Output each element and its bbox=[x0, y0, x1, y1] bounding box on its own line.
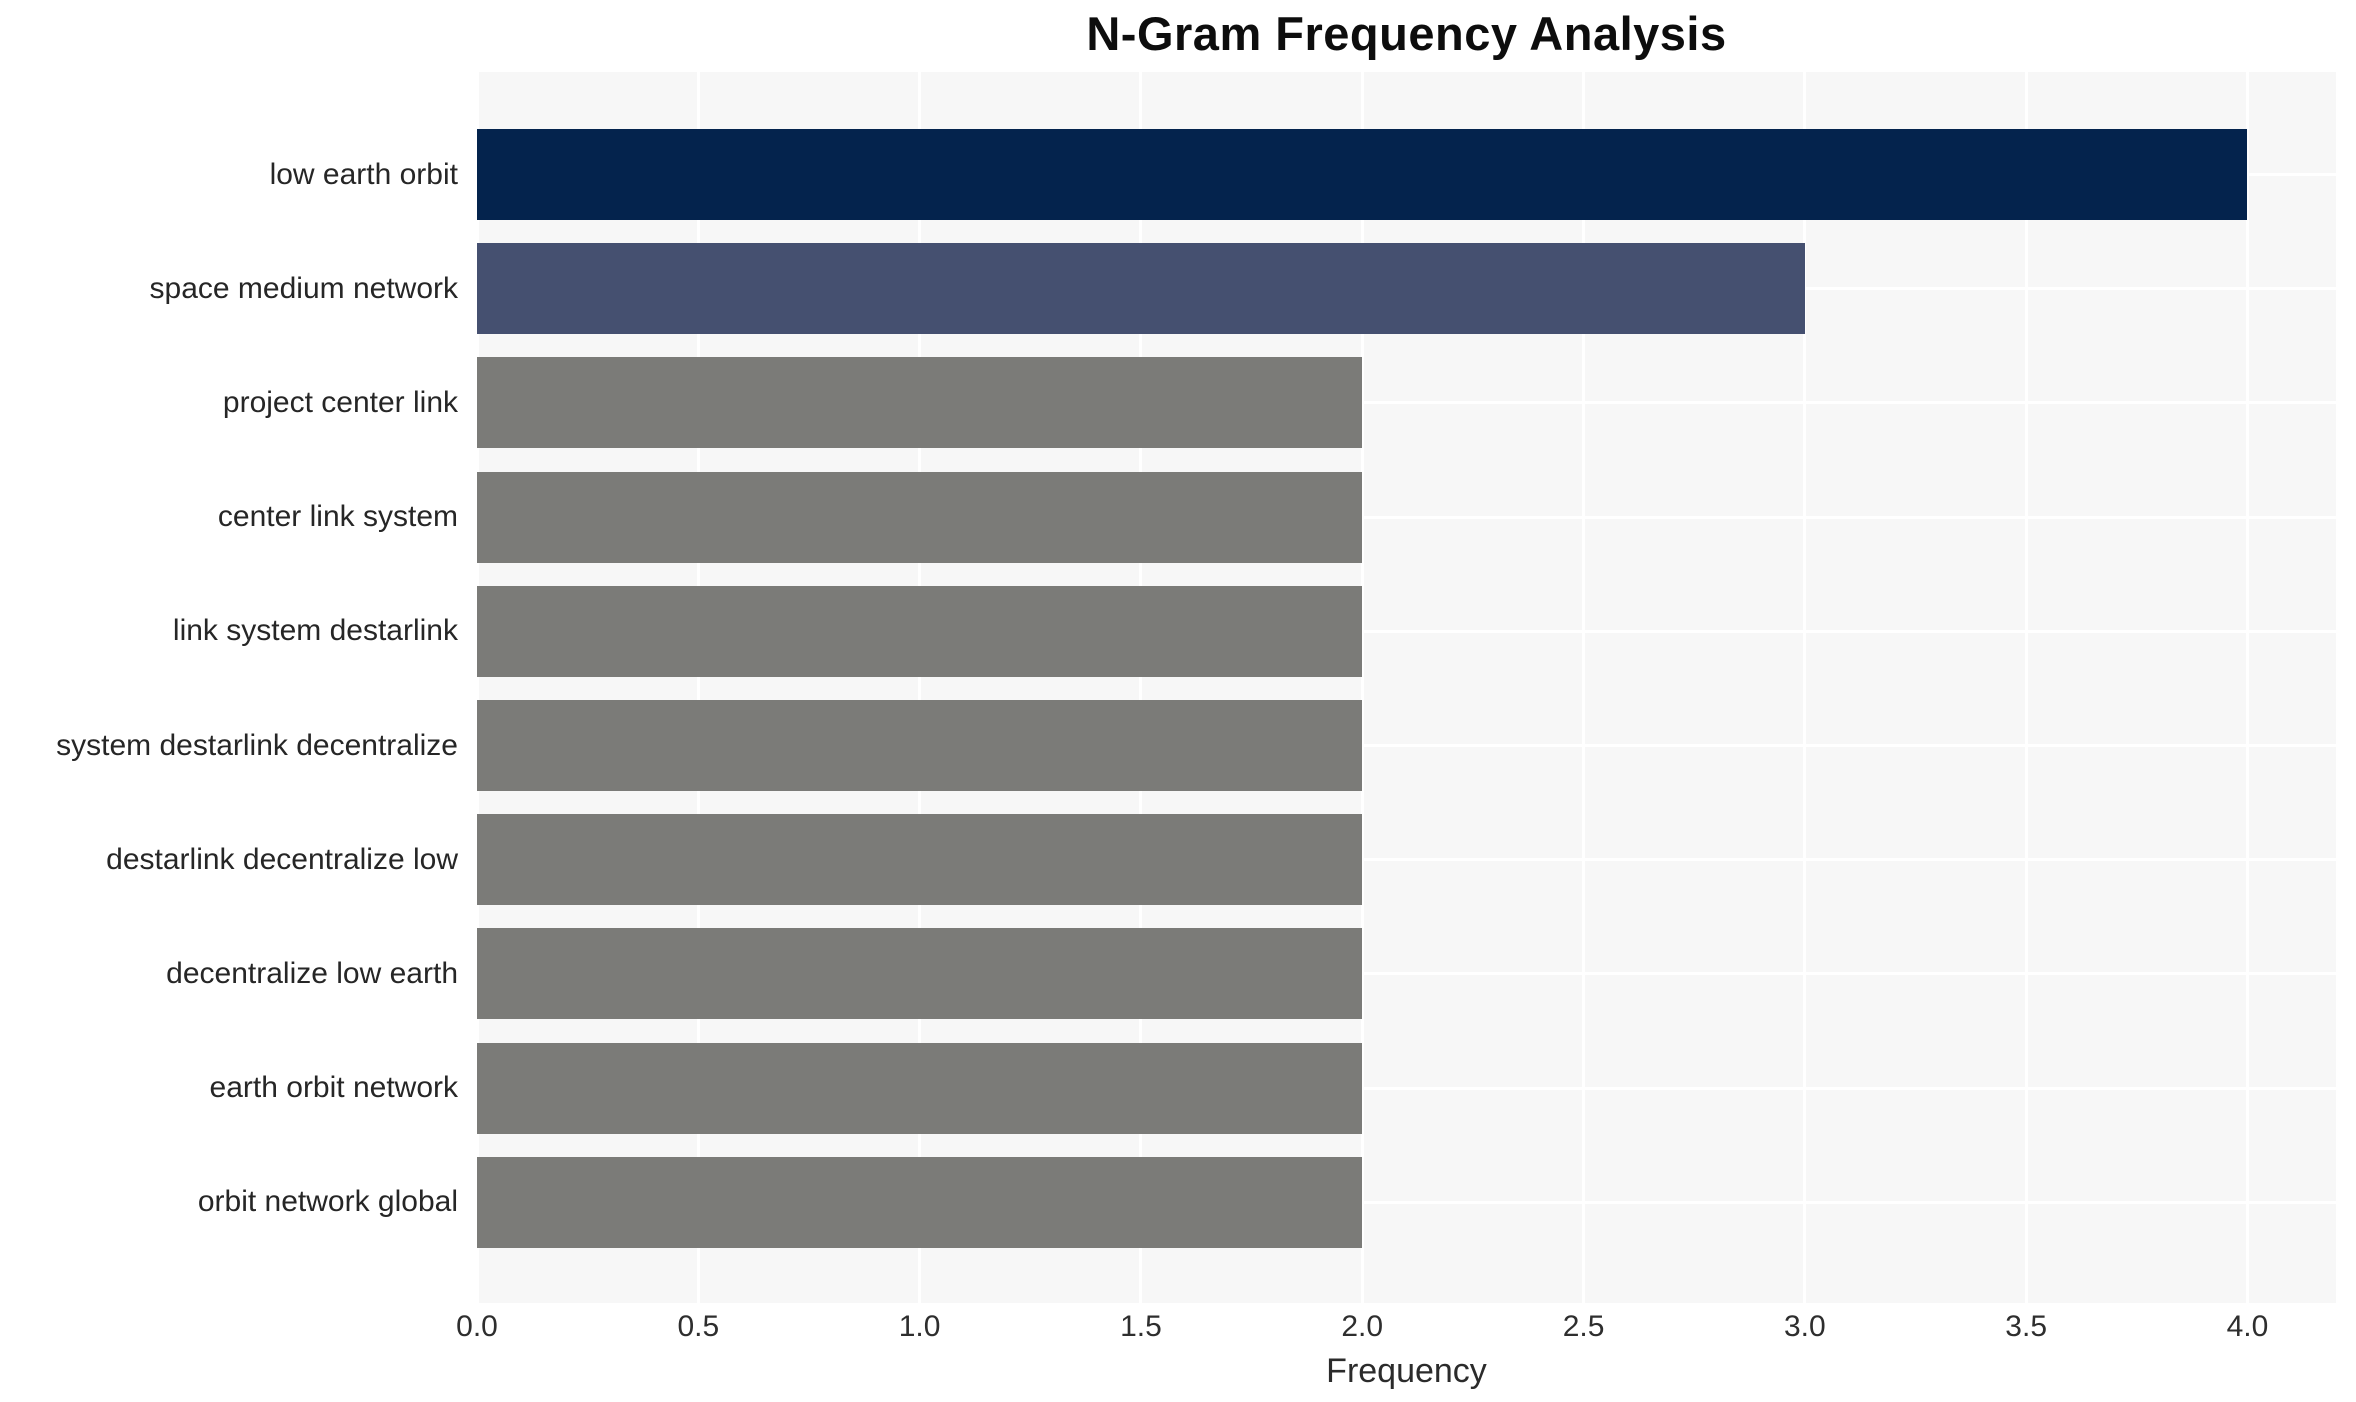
bar-link-system-destarlink bbox=[477, 585, 1363, 677]
x-tick-label: 4.0 bbox=[2226, 1310, 2269, 1343]
y-tick-label: earth orbit network bbox=[209, 1071, 458, 1105]
bar-low-earth-orbit bbox=[477, 129, 2248, 220]
horizontal-gridline bbox=[477, 1086, 2336, 1090]
bar-earth-orbit-network bbox=[477, 1042, 1363, 1134]
y-axis-labels: low earth orbit space medium network proje… bbox=[0, 72, 458, 1303]
x-tick-label: 1.5 bbox=[1120, 1310, 1162, 1343]
horizontal-gridline bbox=[477, 401, 2336, 405]
vertical-gridline bbox=[1139, 72, 1143, 1303]
vertical-gridline bbox=[1582, 72, 1586, 1303]
bar-destarlink-decentralize-low bbox=[477, 814, 1363, 906]
bar-project-center-link bbox=[477, 357, 1363, 449]
y-tick-label: system destarlink decentralize bbox=[56, 728, 458, 762]
x-axis-ticks: 0.0 0.5 1.0 1.5 2.0 2.5 3.0 3.5 4.0 bbox=[0, 1310, 2356, 1350]
x-tick-label: 0.0 bbox=[456, 1310, 498, 1343]
y-tick-label: center link system bbox=[217, 500, 458, 534]
horizontal-gridline bbox=[477, 744, 2336, 747]
chart-title: N-Gram Frequency Analysis bbox=[1086, 7, 1727, 60]
bar-center-link-system bbox=[477, 471, 1363, 563]
plot-area bbox=[477, 72, 2336, 1303]
bar-space-medium-network bbox=[477, 243, 1805, 335]
y-tick-label: link system destarlink bbox=[172, 614, 458, 648]
y-tick-label: space medium network bbox=[149, 271, 458, 305]
vertical-gridline bbox=[1803, 72, 1807, 1303]
bar-orbit-network-global bbox=[477, 1156, 1363, 1248]
vertical-gridline bbox=[2024, 72, 2028, 1303]
vertical-gridline bbox=[918, 72, 922, 1303]
horizontal-gridline bbox=[477, 858, 2336, 862]
vertical-gridline bbox=[2245, 72, 2249, 1303]
y-tick-label: low earth orbit bbox=[269, 157, 458, 191]
y-tick-label: project center link bbox=[222, 385, 458, 419]
horizontal-gridline bbox=[477, 629, 2336, 633]
horizontal-gridline bbox=[477, 972, 2336, 976]
x-tick-label: 2.0 bbox=[1341, 1310, 1384, 1343]
bar-system-destarlink-decentralize bbox=[477, 700, 1363, 791]
x-axis-title: Frequency bbox=[1326, 1352, 1487, 1390]
horizontal-gridline bbox=[477, 515, 2336, 519]
vertical-gridline bbox=[696, 72, 700, 1303]
x-tick-label: 0.5 bbox=[677, 1310, 720, 1343]
vertical-gridline bbox=[1360, 72, 1364, 1303]
y-tick-label: destarlink decentralize low bbox=[106, 842, 458, 876]
x-tick-label: 2.5 bbox=[1562, 1310, 1605, 1343]
x-tick-label: 1.0 bbox=[898, 1310, 941, 1343]
horizontal-gridline bbox=[477, 1200, 2336, 1204]
y-tick-label: orbit network global bbox=[197, 1185, 458, 1219]
y-tick-label: decentralize low earth bbox=[166, 956, 458, 990]
vertical-gridline bbox=[477, 72, 479, 1303]
x-tick-label: 3.0 bbox=[1783, 1310, 1826, 1343]
x-tick-label: 3.5 bbox=[2005, 1310, 2048, 1343]
bar-decentralize-low-earth bbox=[477, 928, 1363, 1020]
